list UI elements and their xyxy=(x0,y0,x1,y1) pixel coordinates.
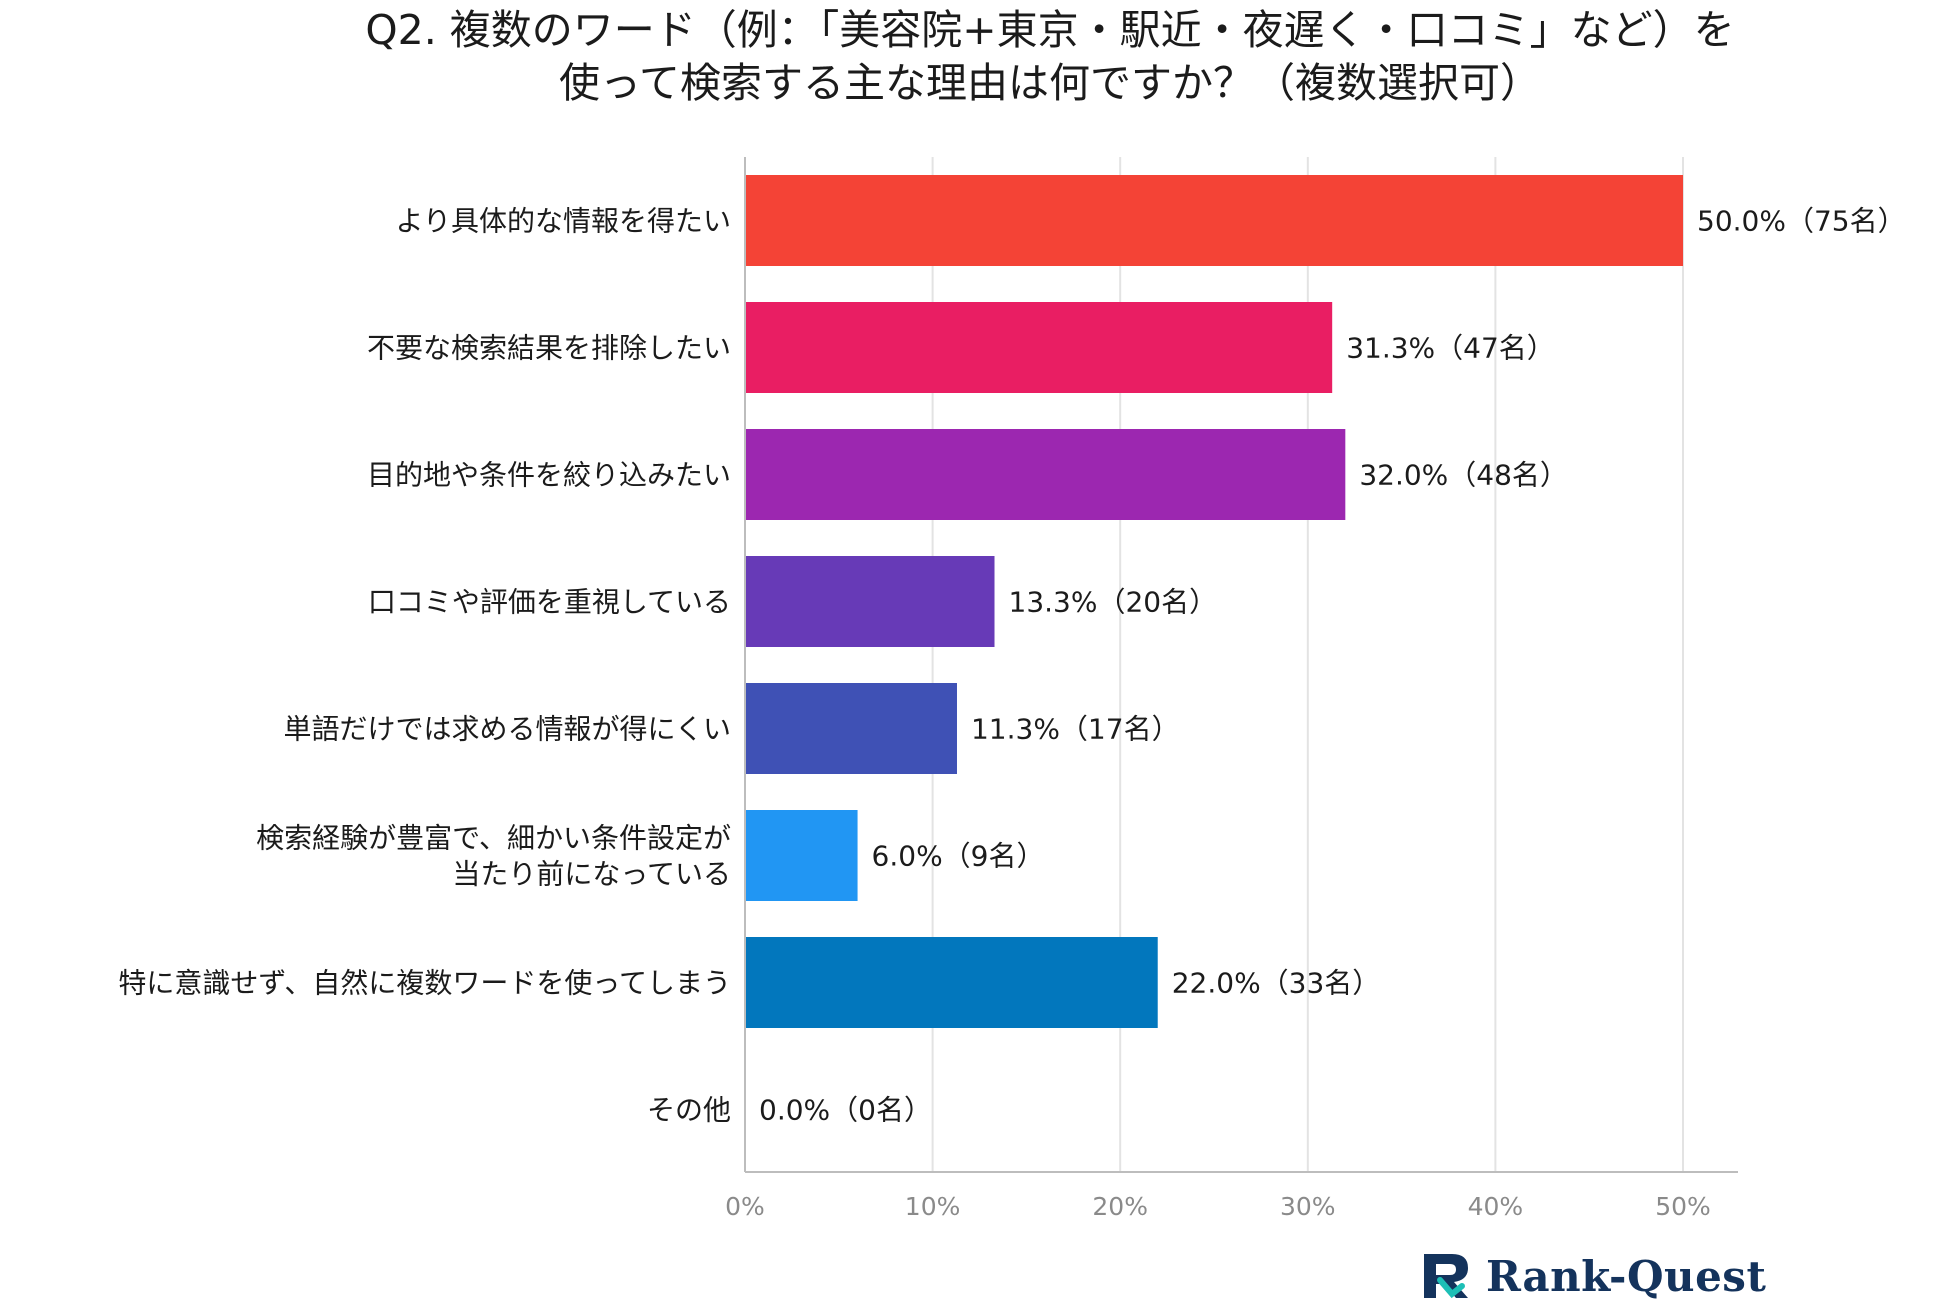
category-label: 特に意識せず、自然に複数ワードを使ってしまう xyxy=(118,967,731,1000)
x-tick-label: 50% xyxy=(1655,1192,1711,1221)
bar xyxy=(745,683,957,774)
data-label: 31.3%（47名） xyxy=(1346,332,1555,365)
data-label: 50.0%（75名） xyxy=(1697,205,1906,238)
bars: より具体的な情報を得たい 50.0%（75名） 不要な検索結果を排除したい 31.3%… xyxy=(118,175,1906,1127)
data-label: 13.3%（20名） xyxy=(1009,586,1218,619)
bar xyxy=(745,429,1346,520)
x-tick-label: 0% xyxy=(725,1192,765,1221)
data-label: 0.0%（0名） xyxy=(759,1094,932,1127)
brand-logo: Rank-Quest xyxy=(1418,1248,1766,1304)
bar xyxy=(745,302,1333,393)
chart-title: Q2. 複数のワード（例：「美容院+東京・駅近・夜遅く・口コミ」など）を 使って… xyxy=(200,4,1900,110)
bar-chart: より具体的な情報を得たい 50.0%（75名） 不要な検索結果を排除したい 31.3%… xyxy=(118,157,1906,1221)
category-label: 不要な検索結果を排除したい xyxy=(367,332,731,365)
x-tick-label: 40% xyxy=(1468,1192,1524,1221)
bar xyxy=(745,810,858,901)
category-label: 口コミや評価を重視している xyxy=(368,586,731,619)
x-tick-label: 20% xyxy=(1092,1192,1148,1221)
category-label: その他 xyxy=(647,1094,731,1127)
logo-text: Rank-Quest xyxy=(1486,1251,1767,1301)
x-tick-label: 10% xyxy=(905,1192,961,1221)
category-label: より具体的な情報を得たい xyxy=(396,205,731,238)
data-label: 32.0%（48名） xyxy=(1359,459,1568,492)
bar xyxy=(745,556,995,647)
data-label: 6.0%（9名） xyxy=(872,840,1045,873)
title-line-2: 使って検索する主な理由は何ですか？（複数選択可） xyxy=(559,59,1541,107)
data-label: 11.3%（17名） xyxy=(971,713,1180,746)
x-tick-label: 30% xyxy=(1280,1192,1336,1221)
rank-quest-logo-icon xyxy=(1424,1254,1468,1299)
data-label: 22.0%（33名） xyxy=(1172,967,1381,1000)
x-axis: 0% 10% 20% 30% 40% 50% xyxy=(725,157,1738,1221)
category-label: 単語だけでは求める情報が得にくい xyxy=(284,713,731,746)
category-label: 検索経験が豊富で、細かい条件設定が xyxy=(256,822,731,855)
category-label: 目的地や条件を絞り込みたい xyxy=(367,459,731,492)
category-label: 当たり前になっている xyxy=(452,858,731,891)
title-line-1: Q2. 複数のワード（例：「美容院+東京・駅近・夜遅く・口コミ」など）を xyxy=(365,6,1735,54)
bar xyxy=(745,937,1158,1028)
bar xyxy=(745,175,1683,266)
